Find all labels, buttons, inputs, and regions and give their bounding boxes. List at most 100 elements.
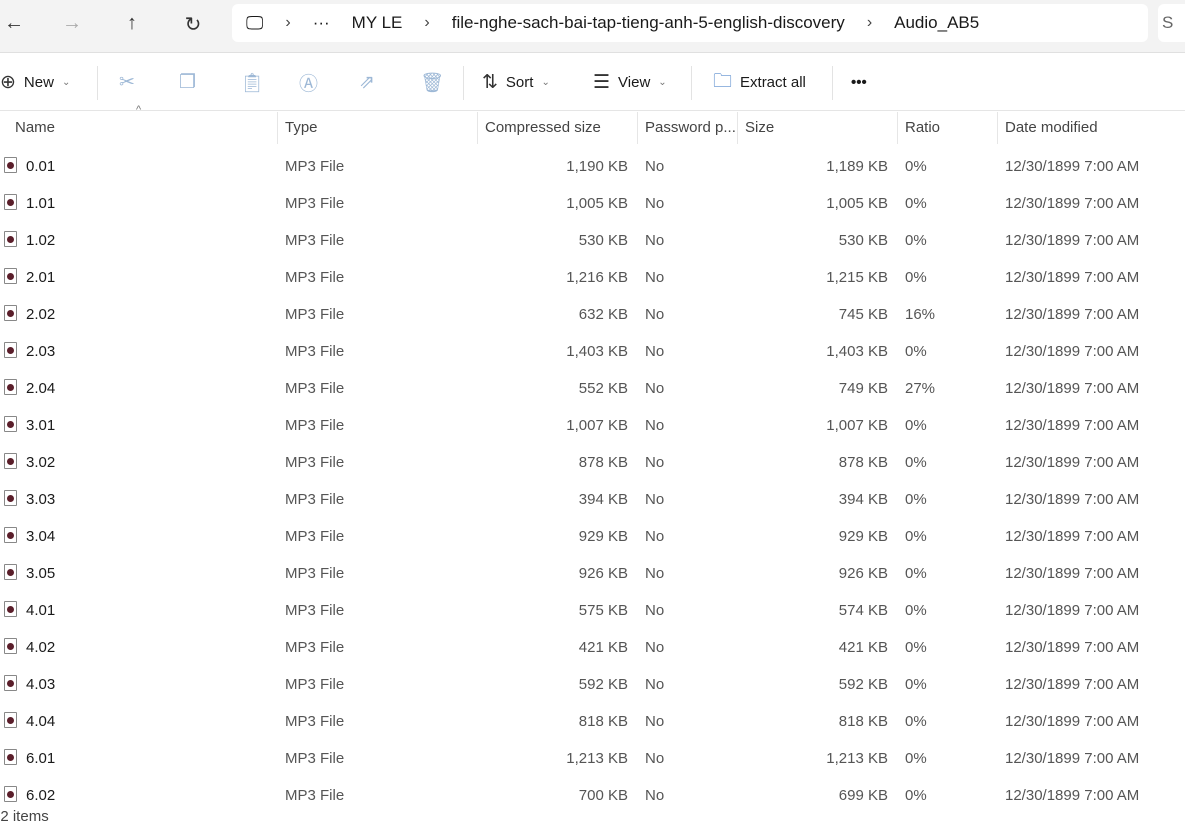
file-type: MP3 File xyxy=(285,417,345,434)
file-row[interactable]: 3.03 MP3 File 394 KB No 394 KB 0% 12/30/… xyxy=(0,482,1185,519)
file-row[interactable]: 1.01 MP3 File 1,005 KB No 1,005 KB 0% 12… xyxy=(0,186,1185,223)
column-header-type[interactable]: Type xyxy=(277,112,318,144)
file-ratio: 0% xyxy=(905,639,927,656)
column-header-size[interactable]: Size xyxy=(737,112,774,144)
file-row[interactable]: 2.02 MP3 File 632 KB No 745 KB 16% 12/30… xyxy=(0,297,1185,334)
breadcrumb-item[interactable]: Audio_AB5 xyxy=(894,13,980,32)
file-row[interactable]: 2.03 MP3 File 1,403 KB No 1,403 KB 0% 12… xyxy=(0,334,1185,371)
file-size: 421 KB xyxy=(838,639,888,656)
audio-file-icon xyxy=(4,749,17,765)
breadcrumb-overflow[interactable]: ··· xyxy=(312,13,330,32)
audio-file-icon xyxy=(4,453,17,469)
computer-icon[interactable]: 🖵 xyxy=(246,12,264,33)
breadcrumb-item[interactable]: MY LE xyxy=(351,13,403,32)
file-row[interactable]: 4.04 MP3 File 818 KB No 818 KB 0% 12/30/… xyxy=(0,704,1185,741)
chevron-down-icon: ⌄ xyxy=(61,77,71,88)
file-type: MP3 File xyxy=(285,380,345,397)
audio-file-icon xyxy=(4,305,17,321)
share-button[interactable]: ⇗ xyxy=(359,54,375,111)
chevron-right-icon[interactable]: › xyxy=(866,14,873,31)
file-row[interactable]: 2.01 MP3 File 1,216 KB No 1,215 KB 0% 12… xyxy=(0,260,1185,297)
file-row[interactable]: 6.02 MP3 File 700 KB No 699 KB 0% 12/30/… xyxy=(0,778,1185,815)
file-size: 818 KB xyxy=(838,713,888,730)
breadcrumb-item[interactable]: file-nghe-sach-bai-tap-tieng-anh-5-engli… xyxy=(451,13,845,32)
paste-button[interactable]: 📋︎ xyxy=(240,54,264,111)
file-type: MP3 File xyxy=(285,787,345,804)
search-input[interactable]: S xyxy=(1158,4,1185,42)
new-label: New xyxy=(23,74,54,91)
file-compressed-size: 1,190 KB xyxy=(566,158,628,175)
arrow-up-icon: ↑ xyxy=(127,12,137,34)
file-size: 1,403 KB xyxy=(826,343,888,360)
file-ratio: 0% xyxy=(905,269,927,286)
chevron-right-icon[interactable]: › xyxy=(424,14,430,31)
file-password-protected: No xyxy=(645,380,665,397)
new-button[interactable]: ⊕ New ⌄ xyxy=(0,54,70,111)
column-header-password[interactable]: Password p... xyxy=(637,112,736,144)
file-size: 1,213 KB xyxy=(826,750,888,767)
forward-button[interactable]: → xyxy=(60,12,84,35)
file-name: 3.04 xyxy=(26,528,56,545)
file-row[interactable]: 0.01 MP3 File 1,190 KB No 1,189 KB 0% 12… xyxy=(0,149,1185,186)
audio-file-icon xyxy=(4,268,17,284)
file-row[interactable]: 3.02 MP3 File 878 KB No 878 KB 0% 12/30/… xyxy=(0,445,1185,482)
refresh-button[interactable]: ↻ xyxy=(181,12,205,37)
extract-all-label: Extract all xyxy=(740,74,806,91)
file-row[interactable]: 3.04 MP3 File 929 KB No 929 KB 0% 12/30/… xyxy=(0,519,1185,556)
cut-button[interactable]: ✂ xyxy=(119,54,135,111)
file-row[interactable]: 1.02 MP3 File 530 KB No 530 KB 0% 12/30/… xyxy=(0,223,1185,260)
file-date-modified: 12/30/1899 7:00 AM xyxy=(1005,454,1140,471)
navigation-bar: ← → ↑ ↻ 🖵 › ··· MY LE › file-nghe-sach-b… xyxy=(0,0,1185,53)
address-bar[interactable]: 🖵 › ··· MY LE › file-nghe-sach-bai-tap-t… xyxy=(232,4,1148,42)
audio-file-icon xyxy=(4,490,17,506)
file-size: 1,215 KB xyxy=(826,269,888,286)
file-compressed-size: 1,216 KB xyxy=(566,269,628,286)
file-compressed-size: 818 KB xyxy=(578,713,628,730)
file-size: 530 KB xyxy=(838,232,888,249)
file-size: 749 KB xyxy=(838,380,888,397)
column-header-compressed-size[interactable]: Compressed size xyxy=(477,112,601,144)
column-header-date-modified[interactable]: Date modified xyxy=(997,112,1098,144)
trash-icon: 🗑︎ xyxy=(420,72,445,94)
file-password-protected: No xyxy=(645,269,665,286)
view-button[interactable]: ☰ View ⌄ xyxy=(593,54,667,111)
file-row[interactable]: 2.04 MP3 File 552 KB No 749 KB 27% 12/30… xyxy=(0,371,1185,408)
file-size: 574 KB xyxy=(838,602,888,619)
file-row[interactable]: 4.01 MP3 File 575 KB No 574 KB 0% 12/30/… xyxy=(0,593,1185,630)
more-options-button[interactable]: ••• xyxy=(851,54,867,111)
column-header-name[interactable]: Name xyxy=(15,119,56,136)
copy-button[interactable]: ❐ xyxy=(179,54,196,111)
back-button[interactable]: ← xyxy=(2,12,26,35)
file-name: 1.01 xyxy=(26,195,56,212)
more-icon: ••• xyxy=(851,74,867,91)
file-row[interactable]: 3.01 MP3 File 1,007 KB No 1,007 KB 0% 12… xyxy=(0,408,1185,445)
file-date-modified: 12/30/1899 7:00 AM xyxy=(1005,750,1140,767)
file-row[interactable]: 6.01 MP3 File 1,213 KB No 1,213 KB 0% 12… xyxy=(0,741,1185,778)
file-row[interactable]: 4.02 MP3 File 421 KB No 421 KB 0% 12/30/… xyxy=(0,630,1185,667)
file-row[interactable]: 3.05 MP3 File 926 KB No 926 KB 0% 12/30/… xyxy=(0,556,1185,593)
file-ratio: 0% xyxy=(905,565,927,582)
audio-file-icon xyxy=(4,675,17,691)
sort-button[interactable]: ⇅ Sort ⌄ xyxy=(482,54,550,111)
chevron-right-icon[interactable]: › xyxy=(285,14,291,31)
file-type: MP3 File xyxy=(285,306,345,323)
file-row[interactable]: 4.03 MP3 File 592 KB No 592 KB 0% 12/30/… xyxy=(0,667,1185,704)
arrow-right-icon: → xyxy=(62,12,82,34)
file-size: 878 KB xyxy=(838,454,888,471)
file-type: MP3 File xyxy=(285,269,345,286)
file-size: 1,189 KB xyxy=(826,158,888,175)
file-compressed-size: 1,005 KB xyxy=(566,195,628,212)
file-size: 394 KB xyxy=(838,491,888,508)
audio-file-icon xyxy=(4,638,17,654)
rename-button[interactable]: Ⓐ xyxy=(299,54,318,111)
file-ratio: 0% xyxy=(905,417,927,434)
file-type: MP3 File xyxy=(285,750,345,767)
divider xyxy=(832,66,833,100)
delete-button[interactable]: 🗑︎ xyxy=(420,54,444,111)
file-ratio: 16% xyxy=(905,306,936,323)
up-button[interactable]: ↑ xyxy=(120,12,144,35)
file-name: 2.03 xyxy=(26,343,56,360)
column-header-ratio[interactable]: Ratio xyxy=(897,112,940,144)
extract-all-button[interactable]: 🗀 Extract all xyxy=(713,54,806,111)
file-name: 2.01 xyxy=(26,269,56,286)
